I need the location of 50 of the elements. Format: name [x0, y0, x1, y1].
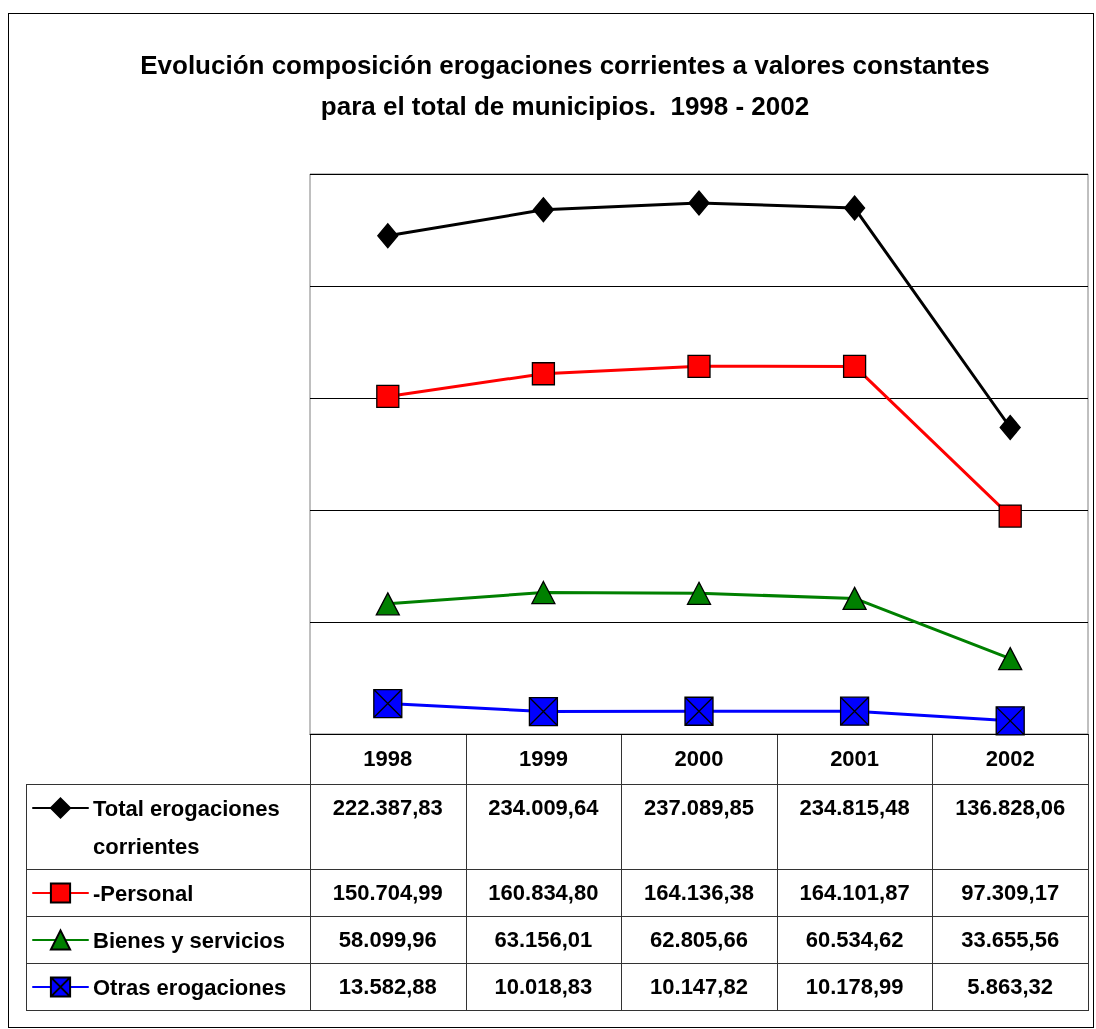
- data-label: 10.018,83: [493, 973, 594, 1001]
- point: [375, 592, 400, 616]
- point: [839, 696, 870, 726]
- point: [532, 197, 555, 223]
- point: [686, 581, 712, 605]
- data-label: 164.136,38: [642, 879, 756, 907]
- data-label: 234.815,48: [798, 794, 911, 822]
- data-label: 58.099,96: [337, 926, 438, 954]
- x-tick-label: 2002: [985, 745, 1035, 771]
- point: [687, 354, 711, 378]
- data-label: 10.178,99: [804, 973, 905, 1001]
- data-label: 237.089,85: [642, 794, 756, 822]
- legend-label: -Personal: [93, 880, 194, 906]
- point: [684, 696, 714, 726]
- data-label: 60.534,62: [804, 926, 905, 954]
- x-tick-label: 2000: [674, 745, 724, 771]
- point: [842, 586, 867, 611]
- data-label: 234.009,64: [487, 794, 600, 822]
- point: [995, 706, 1025, 736]
- point: [376, 384, 400, 409]
- point: [377, 223, 399, 249]
- data-label: 136.828,06: [954, 794, 1067, 822]
- chart-title: Evolución composición erogaciones corrientes a valores constantes para el total de municipios. 1998 - 2002: [140, 49, 990, 121]
- data-label: 164.101,87: [798, 879, 911, 907]
- data-label: 13.582,88: [337, 973, 438, 1001]
- point: [531, 580, 556, 605]
- point: [528, 696, 559, 727]
- legend-label: Bienes y servicios: [93, 927, 286, 953]
- data-label: 150.704,99: [331, 879, 444, 907]
- point: [688, 190, 710, 216]
- point: [843, 195, 866, 221]
- legend-label: Otras erogaciones: [93, 974, 287, 1000]
- legend-label: Total erogaciones corrientes: [93, 795, 280, 859]
- x-tick-label: 1999: [518, 745, 568, 771]
- x-tick-label: 1998: [363, 745, 413, 771]
- point: [998, 504, 1022, 528]
- point: [531, 362, 556, 386]
- data-label: 62.805,66: [649, 926, 749, 954]
- x-tick-label: 2001: [830, 745, 880, 771]
- point: [998, 646, 1023, 671]
- data-label: 97.309,17: [960, 879, 1061, 907]
- point: [373, 688, 403, 719]
- data-label: 33.655,56: [960, 926, 1061, 954]
- data-label: 160.834,80: [487, 879, 600, 907]
- point: [842, 354, 867, 379]
- data-label: 5.863,32: [966, 973, 1054, 1001]
- data-label: 222.387,83: [331, 794, 444, 822]
- data-label: 10.147,82: [649, 973, 749, 1001]
- data-label: 63.156,01: [493, 926, 594, 954]
- point: [999, 414, 1021, 441]
